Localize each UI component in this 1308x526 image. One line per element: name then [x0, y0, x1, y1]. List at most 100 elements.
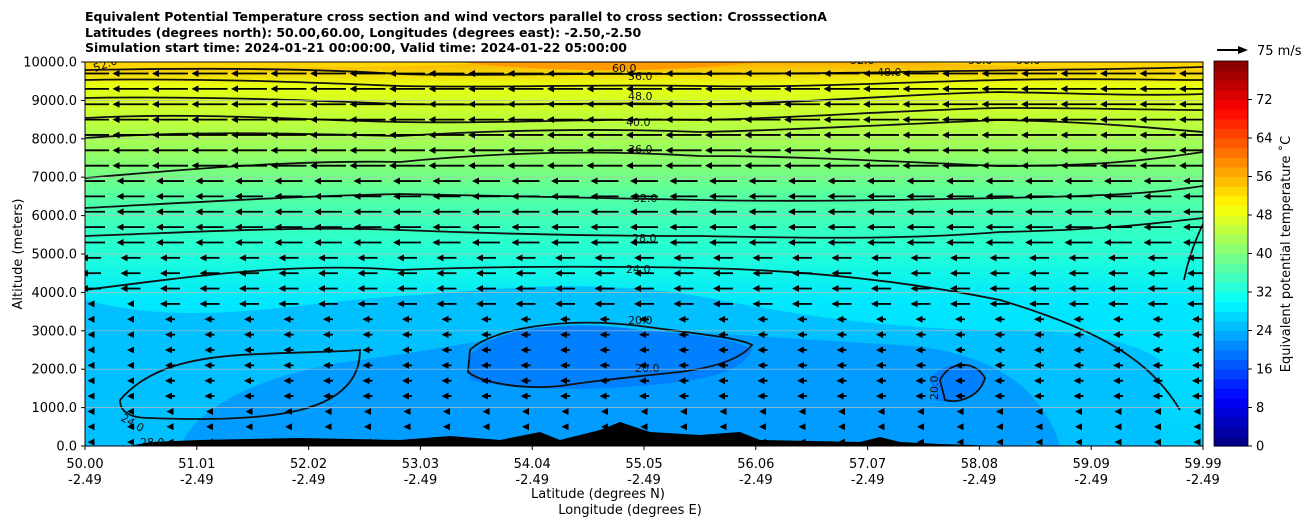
wind-arrow — [472, 177, 500, 185]
wind-arrow — [1021, 146, 1057, 154]
wind-arrow — [1060, 116, 1097, 124]
wind-arrow — [1034, 331, 1044, 339]
wind-arrow — [127, 300, 134, 308]
wind-arrow — [1068, 269, 1089, 277]
wind-arrow — [1108, 269, 1128, 277]
wind-arrow — [120, 254, 141, 262]
wind-arrow — [942, 116, 978, 124]
wind-arrow — [634, 254, 654, 262]
figure-title: Equivalent Potential Temperature cross s… — [85, 9, 827, 56]
wind-arrow — [1114, 423, 1122, 431]
wind-arrow — [1152, 377, 1163, 385]
wind-arrow — [797, 392, 807, 400]
wind-arrow — [590, 192, 619, 200]
wind-arrow — [274, 177, 303, 185]
colorbar-segment — [1214, 388, 1248, 399]
wind-arrow — [1193, 423, 1201, 431]
wind-arrow — [1025, 208, 1053, 216]
wind-arrow — [863, 162, 899, 170]
wind-arrow — [985, 192, 1014, 200]
wind-arrow — [752, 285, 773, 293]
wind-arrow — [1179, 162, 1203, 170]
wind-arrow — [867, 208, 895, 216]
wind-arrow — [165, 377, 175, 385]
wind-arrow — [1104, 238, 1132, 246]
wind-arrow — [748, 177, 777, 185]
wind-arrow — [784, 100, 820, 108]
wind-arrow — [709, 192, 737, 200]
wind-arrow — [634, 269, 654, 277]
wind-arrow — [634, 285, 654, 293]
wind-arrow — [152, 131, 188, 139]
wind-arrow — [673, 300, 694, 308]
wind-arrow — [871, 254, 891, 262]
wind-arrow — [511, 192, 540, 200]
wind-arrow — [166, 423, 174, 431]
wind-arrow — [946, 192, 974, 200]
wind-arrow — [476, 254, 496, 262]
wind-arrow — [798, 407, 806, 415]
wind-arrow — [323, 331, 333, 339]
colorbar-segment — [1214, 109, 1248, 120]
wind-vectors — [85, 70, 1203, 446]
wind-arrow — [353, 208, 382, 216]
wind-arrow — [441, 315, 452, 323]
y-axis: 0.0 1000.0 2000.0 3000.0 4000.0 5000.0 6000.0 7… — [23, 56, 85, 455]
wind-arrow — [389, 162, 425, 170]
y-tick-label: 10000.0 — [23, 56, 77, 71]
wind-arrow — [432, 223, 461, 231]
wind-arrow — [744, 85, 781, 93]
wind-arrow — [1029, 300, 1049, 308]
wind-arrow — [323, 392, 333, 400]
wind-arrow — [719, 423, 727, 431]
wind-arrow — [680, 438, 687, 446]
wind-arrow — [85, 164, 109, 167]
wind-arrow — [626, 146, 662, 154]
wind-arrow — [784, 131, 820, 139]
wind-arrow — [428, 100, 465, 108]
wind-arrow — [996, 423, 1003, 431]
colorbar-tick-label: 40 — [1256, 247, 1273, 262]
wind-arrow — [191, 116, 228, 124]
wind-arrow — [270, 116, 307, 124]
wind-arrow — [1193, 438, 1201, 446]
wind-arrow — [204, 392, 215, 400]
wind-arrow — [902, 116, 939, 124]
x-axis-label: Latitude (degrees N) — [531, 487, 665, 502]
wind-arrow — [156, 223, 184, 231]
wind-arrow — [152, 146, 188, 154]
wind-arrow — [231, 85, 267, 93]
wind-arrow — [547, 131, 583, 139]
wind-arrow — [1183, 208, 1203, 216]
wind-arrow — [468, 85, 504, 93]
wind-arrow — [156, 208, 184, 216]
wind-arrow — [547, 85, 583, 93]
colorbar-tick-label: 16 — [1256, 363, 1273, 378]
wind-arrow — [206, 438, 213, 446]
wind-arrow — [244, 392, 254, 400]
wind-arrow — [586, 85, 623, 93]
wind-arrow — [191, 131, 228, 139]
wind-arrow — [906, 238, 935, 246]
wind-arrow — [1152, 315, 1163, 323]
wind-arrow — [357, 300, 378, 308]
colorbar-tick-label: 24 — [1256, 324, 1273, 339]
wind-arrow — [127, 423, 134, 431]
colorbar-segment — [1214, 70, 1248, 81]
wind-arrow — [718, 331, 728, 339]
wind-arrow — [792, 254, 812, 262]
wind-arrow — [112, 146, 149, 154]
wind-arrow — [1179, 85, 1203, 93]
wind-arrow — [1113, 377, 1123, 385]
wind-arrow — [85, 241, 105, 244]
wind-arrow — [283, 361, 294, 369]
wind-arrow — [1114, 438, 1122, 446]
wind-arrow — [428, 116, 465, 124]
wind-arrow — [678, 315, 689, 323]
wind-arrow — [757, 346, 768, 354]
wind-arrow — [116, 192, 145, 200]
wind-arrow — [85, 269, 101, 277]
terrain — [130, 422, 1000, 446]
wind-arrow — [85, 210, 105, 213]
plot-area: 52.060.056.048.040.036.032.028.024.020.0… — [85, 62, 1203, 446]
